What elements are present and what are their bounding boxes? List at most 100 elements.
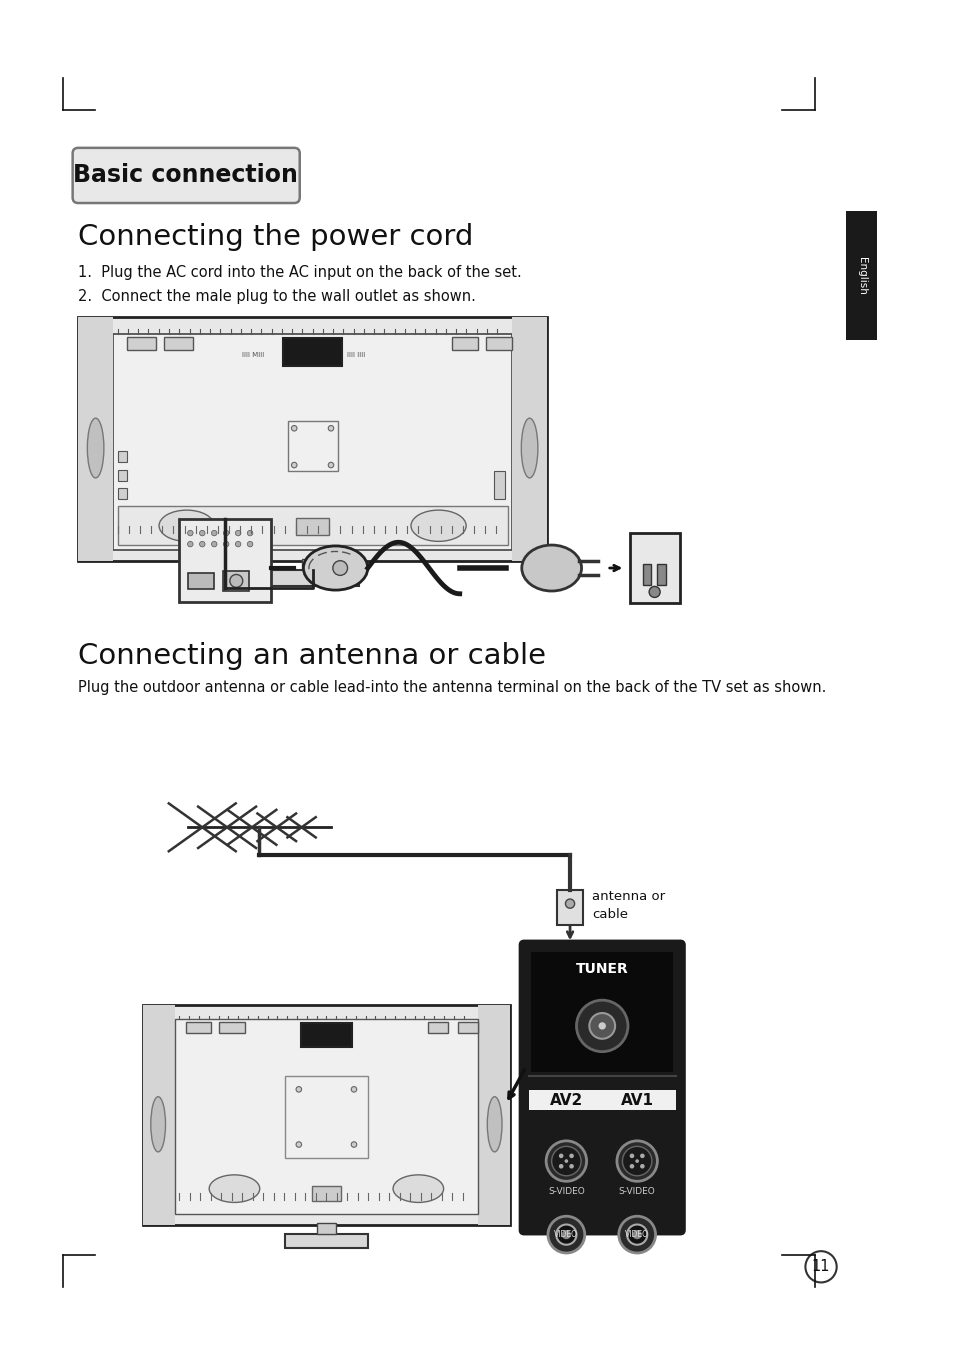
Circle shape [551,1147,580,1175]
Text: IIII IIII: IIII IIII [346,352,364,358]
Circle shape [351,1087,356,1092]
Bar [117,506,507,545]
Circle shape [295,1087,301,1092]
Text: S-VIDEO: S-VIDEO [618,1186,655,1196]
Bar [283,339,342,366]
Circle shape [569,1164,574,1168]
Bar [494,471,504,500]
FancyBboxPatch shape [72,147,299,203]
Bar [223,571,249,591]
Ellipse shape [520,418,537,478]
Circle shape [230,575,242,587]
Bar [300,1024,352,1047]
Circle shape [247,542,253,547]
Circle shape [547,1216,584,1253]
Bar [316,1223,335,1234]
Bar [285,1076,368,1159]
Circle shape [576,1001,627,1051]
Ellipse shape [521,545,581,591]
Bar [179,519,271,602]
Circle shape [223,542,229,547]
Bar [557,890,582,924]
Circle shape [199,542,205,547]
Text: antenna or: antenna or [592,890,664,902]
Bar [312,1186,341,1201]
Circle shape [199,531,205,536]
Bar [457,1022,477,1033]
Circle shape [247,531,253,536]
Bar [295,519,329,535]
Bar [127,337,156,351]
Text: AV1: AV1 [620,1093,653,1108]
Text: 11: 11 [811,1260,829,1275]
Circle shape [545,1141,586,1181]
Ellipse shape [159,511,214,542]
Circle shape [328,463,334,468]
Circle shape [639,1164,644,1168]
Text: Connecting an antenna or cable: Connecting an antenna or cable [78,642,545,670]
Ellipse shape [88,418,104,478]
Bar [113,333,512,550]
Text: Connecting the power cord: Connecting the power cord [78,224,473,251]
Text: VIDEO: VIDEO [554,1230,578,1239]
Circle shape [212,542,216,547]
Circle shape [632,1230,641,1239]
Circle shape [295,1141,301,1147]
Bar [117,452,127,463]
Ellipse shape [393,1175,443,1203]
Bar [845,212,876,340]
Bar [642,564,650,584]
Circle shape [626,1224,646,1245]
Ellipse shape [303,546,368,590]
Bar [174,1020,477,1215]
Text: TUNER: TUNER [576,961,628,976]
Circle shape [212,531,216,536]
Bar [288,420,338,471]
Text: Plug the outdoor antenna or cable lead-into the antenna terminal on the back of : Plug the outdoor antenna or cable lead-i… [78,680,825,695]
Bar [266,569,358,587]
FancyBboxPatch shape [519,942,683,1234]
Circle shape [648,587,659,598]
Bar [78,317,546,561]
Text: IIII MIII: IIII MIII [241,352,264,358]
Circle shape [223,531,229,536]
Circle shape [328,426,334,431]
Circle shape [565,900,574,908]
Bar [477,1005,510,1226]
Circle shape [618,1216,655,1253]
Circle shape [188,542,193,547]
Bar [486,337,512,351]
Bar [528,1091,675,1111]
Circle shape [635,1159,639,1163]
Bar [142,1005,174,1226]
Circle shape [629,1153,634,1158]
Circle shape [333,561,347,576]
Circle shape [639,1153,644,1158]
Circle shape [292,426,296,431]
Bar [117,489,127,500]
Bar [629,534,679,603]
Circle shape [598,1022,605,1029]
Bar [117,470,127,480]
Text: cable: cable [592,908,627,921]
Bar [218,1022,244,1033]
Bar [78,317,113,561]
Ellipse shape [487,1096,501,1152]
Circle shape [351,1141,356,1147]
Circle shape [188,531,193,536]
Bar [657,564,665,584]
Circle shape [617,1141,657,1181]
Circle shape [235,531,241,536]
Text: English: English [856,257,865,295]
Bar [427,1022,447,1033]
Bar [531,953,672,1072]
Circle shape [564,1159,568,1163]
Ellipse shape [411,511,466,542]
Bar [285,1234,368,1249]
Circle shape [621,1147,651,1175]
Bar [142,1005,510,1226]
Bar [186,1022,212,1033]
Circle shape [561,1230,570,1239]
Bar [189,573,214,590]
Circle shape [292,463,296,468]
